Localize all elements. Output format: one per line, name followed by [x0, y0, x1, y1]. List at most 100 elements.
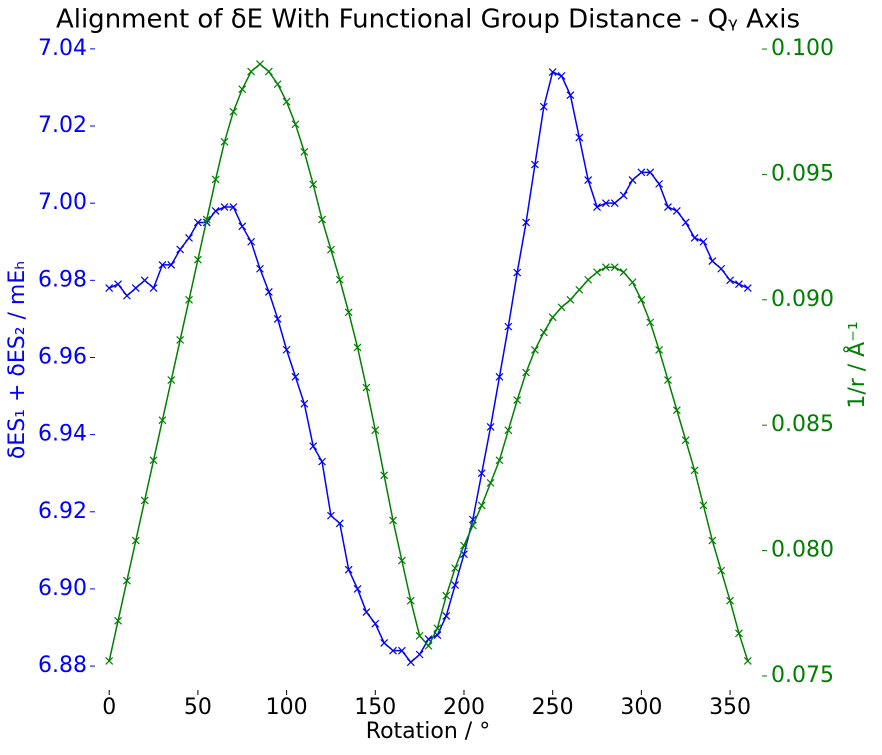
point-marker [504, 322, 513, 331]
point-marker [220, 203, 229, 211]
point-marker [664, 203, 672, 211]
x-tick-label: 350 [709, 695, 751, 720]
point-marker [557, 303, 566, 312]
point-marker [193, 255, 202, 264]
y-tick-label: 6.94 [38, 422, 87, 447]
point-marker [610, 199, 619, 208]
point-marker [708, 536, 717, 545]
point-marker [344, 565, 353, 574]
point-marker [743, 284, 752, 292]
point-marker [610, 263, 619, 272]
point-marker [264, 67, 273, 76]
x-tick-label: 50 [184, 695, 212, 720]
point-marker [681, 218, 690, 227]
point-marker [672, 206, 681, 215]
point-marker [646, 318, 655, 327]
point-marker [211, 206, 220, 215]
point-marker [140, 276, 149, 285]
point-marker [743, 656, 752, 665]
series-line [108, 63, 749, 662]
point-marker [309, 180, 318, 189]
point-marker [628, 278, 637, 287]
point-marker [371, 426, 380, 435]
y-tick-label: 6.88 [38, 653, 87, 678]
y-tick-label: 7.04 [38, 36, 87, 61]
y2-tick-label: 0.080 [771, 538, 834, 563]
y2-tick-label: 0.075 [771, 663, 834, 688]
point-marker [344, 308, 353, 317]
point-marker [335, 275, 344, 284]
x-tick-label: 100 [266, 695, 308, 720]
y-tick-label: 6.96 [38, 344, 87, 369]
point-marker [690, 233, 699, 242]
point-marker [566, 91, 575, 100]
point-marker [468, 521, 477, 530]
x-tick-label: 300 [620, 695, 662, 720]
point-marker [273, 80, 282, 89]
point-marker [513, 396, 522, 405]
point-marker [389, 646, 397, 655]
point-marker [477, 501, 486, 510]
point-marker [406, 596, 415, 605]
point-marker [397, 556, 406, 565]
point-marker [735, 629, 743, 638]
point-marker [247, 237, 256, 246]
point-marker [309, 442, 318, 451]
point-marker [442, 612, 451, 620]
y-tick-label: 6.90 [38, 576, 87, 601]
point-marker [282, 345, 291, 354]
point-marker [353, 343, 362, 352]
point-marker [495, 456, 504, 465]
point-marker [131, 284, 140, 292]
y2-tick-label: 0.085 [771, 412, 834, 437]
point-marker [726, 276, 734, 285]
point-marker [442, 591, 451, 600]
point-marker [335, 519, 344, 528]
point-marker [353, 585, 362, 593]
point-marker [193, 218, 202, 227]
point-marker [247, 67, 256, 76]
point-marker [601, 199, 610, 208]
point-marker [176, 245, 185, 254]
point-marker [291, 120, 300, 129]
point-marker [726, 596, 734, 605]
y2-tick-label: 0.095 [771, 161, 834, 186]
point-marker [105, 284, 114, 292]
point-marker [123, 576, 131, 585]
point-marker [176, 335, 185, 344]
point-marker [318, 215, 326, 224]
point-marker [291, 372, 300, 381]
point-marker [149, 456, 158, 465]
point-marker [185, 295, 193, 304]
point-marker [539, 328, 548, 337]
point-marker [699, 501, 708, 510]
y-tick-label: 7.00 [38, 190, 87, 215]
point-marker [575, 285, 584, 294]
point-marker [362, 383, 371, 392]
point-marker [406, 658, 415, 667]
point-marker [256, 264, 264, 273]
y-tick-label: 6.98 [38, 267, 87, 292]
point-marker [735, 280, 743, 289]
point-marker [158, 260, 167, 269]
point-marker [264, 287, 273, 296]
x-tick-label: 150 [354, 695, 396, 720]
x-tick-label: 250 [532, 695, 574, 720]
point-marker [415, 631, 424, 640]
point-marker [451, 581, 460, 589]
point-marker [131, 536, 140, 545]
point-marker [114, 280, 122, 289]
point-marker [655, 179, 664, 188]
point-marker [548, 68, 557, 76]
point-marker [451, 564, 460, 573]
point-marker [531, 160, 539, 169]
point-marker [557, 71, 566, 80]
point-marker [593, 268, 601, 277]
point-marker [238, 85, 247, 94]
y2-axis-label: 1/r / Å⁻¹ [843, 321, 870, 408]
point-marker [158, 416, 167, 425]
point-marker [300, 147, 309, 156]
point-marker [433, 624, 442, 633]
x-tick-label: 200 [443, 695, 485, 720]
point-marker [628, 176, 637, 184]
